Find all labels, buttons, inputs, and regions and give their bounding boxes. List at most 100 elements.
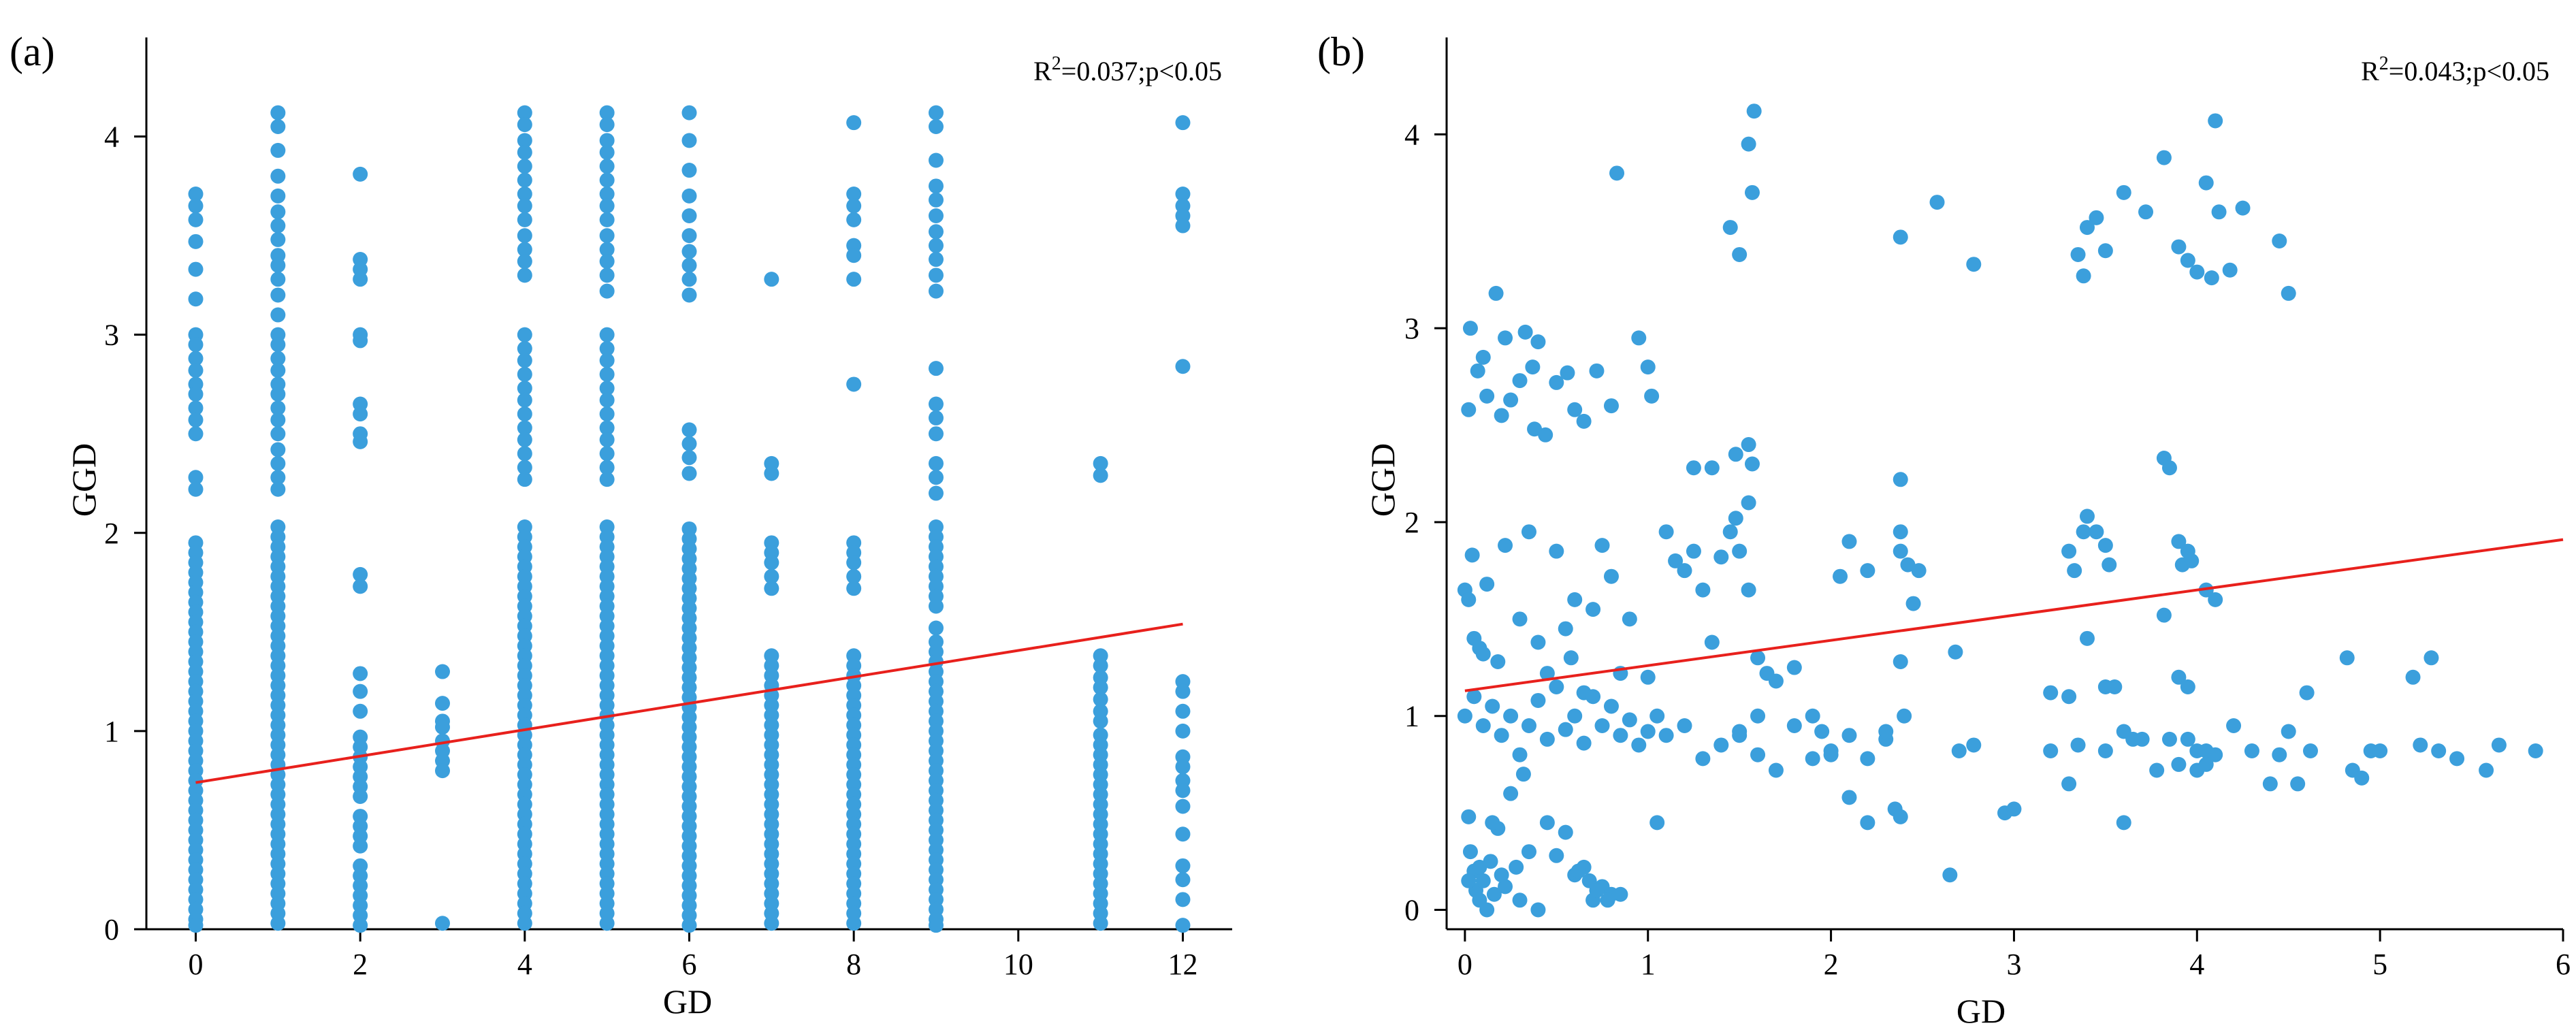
panel-a-data-point xyxy=(517,172,532,188)
panel-a-data-point xyxy=(846,376,862,392)
panel-b-data-point xyxy=(1728,511,1743,526)
panel-b-data-point xyxy=(2302,743,2318,758)
panel-b-data-point xyxy=(1530,634,1546,650)
panel-a-data-point xyxy=(270,307,286,323)
panel-a-data-point xyxy=(599,212,615,227)
panel-b-data-point xyxy=(1464,547,1480,563)
panel-a-data-point xyxy=(599,133,615,148)
panel-a-data-point xyxy=(1175,115,1191,131)
panel-a-data-point xyxy=(764,555,779,570)
panel-b-data-point xyxy=(1722,524,1738,540)
panel-b-data-point xyxy=(1732,543,1748,559)
panel-b-data-point xyxy=(1479,902,1495,918)
panel-a-data-point xyxy=(599,472,615,487)
panel-b-data-point xyxy=(1823,747,1839,762)
panel-a-data-point xyxy=(1093,916,1108,931)
panel-b-data-point xyxy=(2043,743,2059,758)
panel-a-data-point xyxy=(517,341,532,357)
panel-b-data-point xyxy=(1486,886,1502,902)
panel-a-data-point xyxy=(353,788,368,804)
panel-b-data-point xyxy=(1585,689,1601,705)
panel-a-data-point xyxy=(599,117,615,133)
panel-b-data-point xyxy=(1563,650,1579,666)
panel-a-data-point xyxy=(599,406,615,422)
panel-a-data-point xyxy=(929,396,944,412)
panel-b-data-point xyxy=(1530,692,1546,708)
panel-a-data-point xyxy=(517,446,532,462)
panel-a-data-point xyxy=(846,581,862,596)
panel-b-data-point xyxy=(1893,809,1908,824)
panel-a-data-point xyxy=(435,720,450,735)
panel-a-data-point xyxy=(1175,918,1191,933)
panel-b-data-point xyxy=(1560,365,1575,381)
panel-b-data-point xyxy=(1472,859,1487,875)
panel-a-data-point xyxy=(1175,703,1191,719)
panel-a-data-point xyxy=(188,363,204,379)
panel-b-data-point xyxy=(1613,886,1628,902)
panel-a-data-point xyxy=(929,119,944,134)
panel-b-data-point xyxy=(1525,359,1541,375)
panel-b-data-point xyxy=(1549,543,1564,559)
panel-b-x-axis-label: GD xyxy=(1957,992,2006,1030)
panel-b-x-tick-label: 0 xyxy=(1458,948,1472,981)
panel-b-data-point xyxy=(1746,103,1762,119)
panel-b-data-point xyxy=(1728,447,1743,462)
panel-a-data-point xyxy=(353,579,368,594)
panel-a-data-point xyxy=(517,144,532,160)
panel-b-data-point xyxy=(1576,413,1592,429)
panel-a-data-point xyxy=(929,410,944,425)
panel-a-data-point xyxy=(270,105,286,120)
panel-a-data-point xyxy=(270,257,286,273)
panel-b-data-point xyxy=(1658,524,1674,540)
panel-b-data-point xyxy=(2102,557,2117,573)
panel-b-data-point xyxy=(1878,724,1894,739)
panel-a-data-point xyxy=(270,481,286,497)
panel-a-regression-line xyxy=(195,622,1183,784)
panel-b-data-point xyxy=(2067,563,2082,579)
panel-b-data-point xyxy=(1677,718,1692,733)
panel-a-data-point xyxy=(929,105,944,120)
panel-a-data-point xyxy=(188,212,204,227)
panel-a-data-point xyxy=(929,598,944,614)
panel-b-data-point xyxy=(1494,867,1509,883)
panel-a-data-point xyxy=(1175,186,1191,202)
panel-b-data-point xyxy=(1539,731,1555,747)
panel-b-data-point xyxy=(1539,815,1555,831)
panel-b-data-point xyxy=(1517,324,1533,340)
panel-a-data-point xyxy=(435,763,450,779)
panel-b-data-point xyxy=(1538,427,1553,442)
panel-a-r2-annotation: R2=0.037;p<0.05 xyxy=(1033,53,1222,86)
panel-b-data-point xyxy=(1695,751,1711,767)
panel-a-data-point xyxy=(188,918,204,933)
panel-a-r2-prefix: R xyxy=(1033,56,1052,86)
panel-a-data-point xyxy=(929,152,944,168)
panel-a-data-point xyxy=(599,420,615,436)
panel-b-data-point xyxy=(1594,538,1610,553)
panel-a-data-point xyxy=(270,272,286,287)
panel-b-data-point xyxy=(1475,349,1491,365)
panel-b-data-point xyxy=(1786,660,1802,675)
panel-b-data-point xyxy=(1479,577,1495,592)
panel-a-y-tick-label: 1 xyxy=(104,715,119,748)
panel-a-data-point xyxy=(270,142,286,158)
panel-b-data-point xyxy=(1860,751,1875,767)
panel-a-data-point xyxy=(681,450,697,466)
panel-a-data-point xyxy=(764,581,779,596)
panel-a-data-point xyxy=(353,566,368,582)
panel-a-data-point xyxy=(517,381,532,396)
panel-b-y-tick-label: 3 xyxy=(1404,312,1419,345)
panel-b-data-point xyxy=(1466,689,1482,705)
panel-b-data-point xyxy=(2262,776,2278,792)
panel-b-data-point xyxy=(1567,708,1583,724)
panel-a-data-point xyxy=(270,387,286,402)
panel-b-data-point xyxy=(1530,334,1546,350)
panel-a-data-point xyxy=(599,159,615,174)
panel-b-r2-exponent: 2 xyxy=(2379,53,2389,74)
panel-b-data-point xyxy=(1521,718,1536,733)
panel-a-data-point xyxy=(1093,468,1108,483)
panel-b-data-point xyxy=(1640,724,1656,739)
panel-b-data-point xyxy=(1741,136,1756,152)
panel-a-data-point xyxy=(681,208,697,223)
